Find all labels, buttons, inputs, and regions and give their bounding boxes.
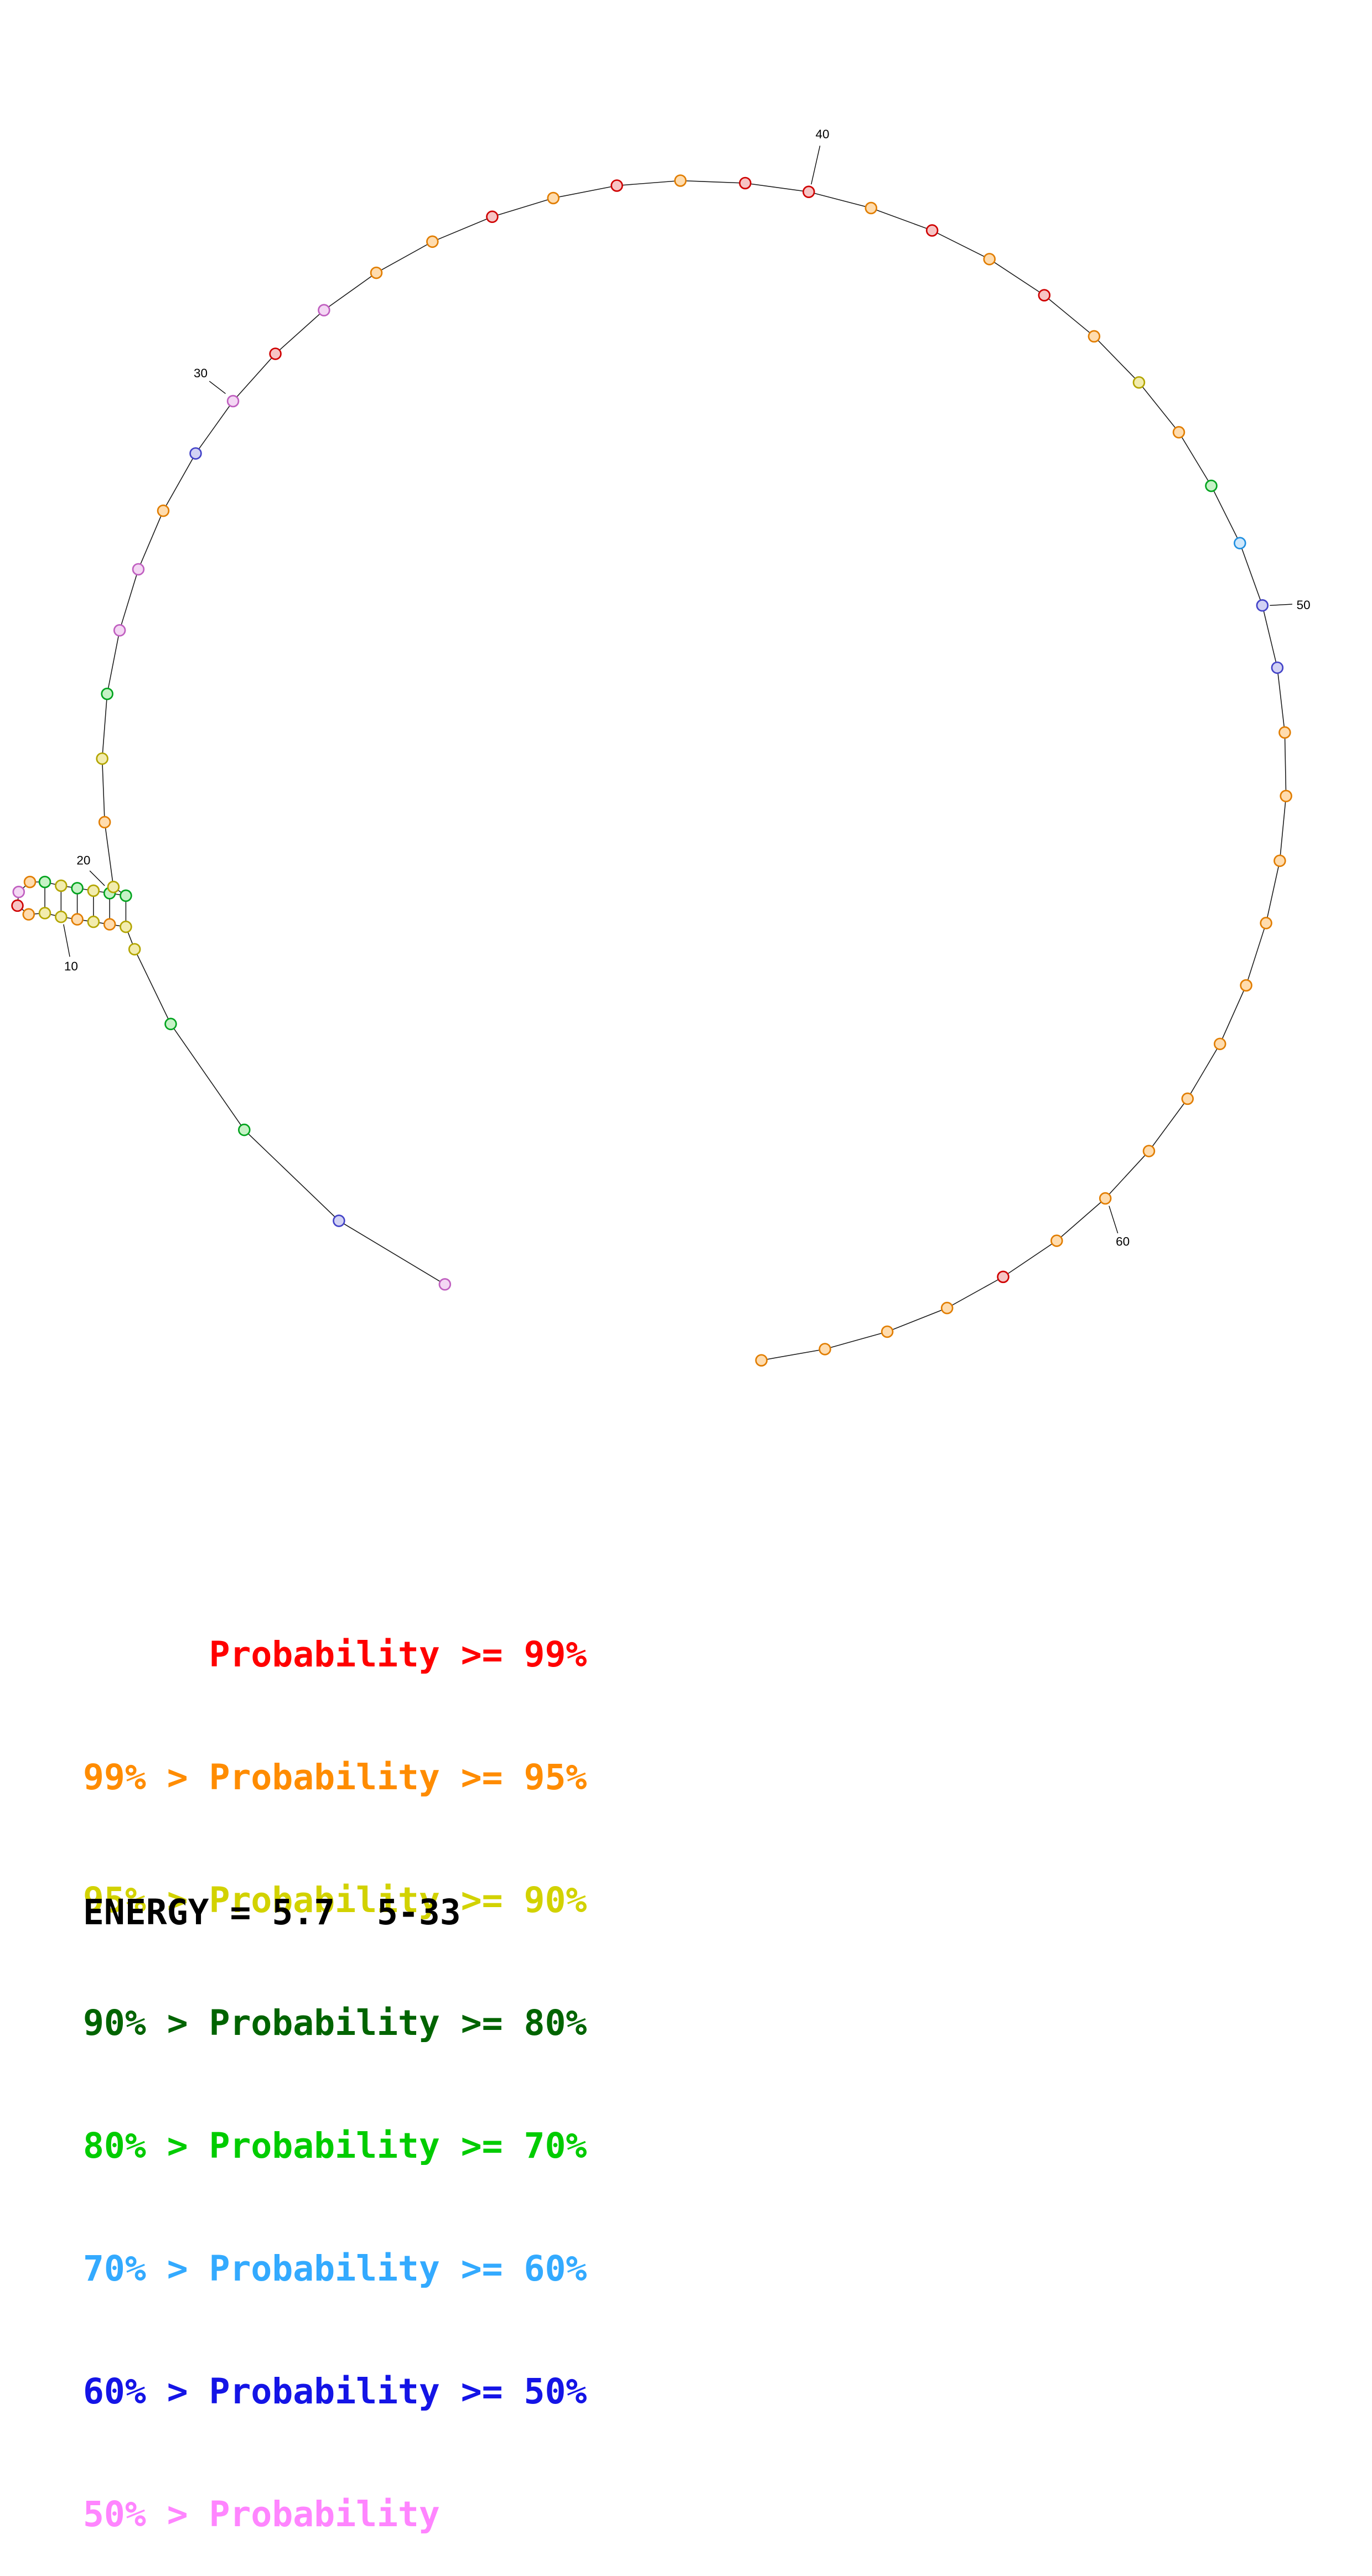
nucleotide-node-3 bbox=[238, 1123, 251, 1136]
nucleotide-node-50 bbox=[1256, 599, 1269, 612]
position-tick-60 bbox=[1109, 1206, 1119, 1234]
legend-line-50-60: 60% > Probability >= 50% bbox=[83, 2371, 587, 2412]
nucleotide-node-40 bbox=[803, 185, 815, 199]
nucleotide-node-33 bbox=[370, 266, 383, 279]
nucleotide-layer bbox=[11, 174, 1292, 1367]
nucleotide-node-35 bbox=[486, 210, 499, 224]
nucleotide-node-46 bbox=[1132, 376, 1146, 389]
legend-line-70-80: 80% > Probability >= 70% bbox=[83, 2126, 587, 2166]
rna-structure-plot: 10 20 30 40 50 60 bbox=[11, 127, 1311, 1367]
position-label-60: 60 bbox=[1116, 1235, 1130, 1249]
probability-legend: Probability >= 99% 99% > Probability >= … bbox=[83, 1552, 587, 2576]
nucleotide-node-27 bbox=[132, 563, 145, 576]
position-label-layer: 10 20 30 40 50 60 bbox=[63, 127, 1311, 1249]
nucleotide-node-7 bbox=[103, 918, 116, 931]
legend-line-95-99: 99% > Probability >= 95% bbox=[83, 1757, 587, 1798]
legend-line-80-90: 90% > Probability >= 80% bbox=[83, 2003, 587, 2043]
nucleotide-node-4 bbox=[164, 1017, 177, 1031]
nucleotide-node-19 bbox=[87, 884, 100, 897]
nucleotide-node-24 bbox=[96, 752, 108, 765]
nucleotide-node-38 bbox=[674, 174, 687, 187]
position-tick-50 bbox=[1270, 604, 1292, 606]
legend-line-ge99: Probability >= 99% bbox=[83, 1634, 587, 1675]
nucleotide-node-63 bbox=[940, 1301, 954, 1315]
position-tick-10 bbox=[63, 924, 70, 957]
nucleotide-node-23 bbox=[98, 816, 111, 829]
nucleotide-node-61 bbox=[1050, 1234, 1063, 1247]
nucleotide-node-51 bbox=[1271, 661, 1284, 674]
nucleotide-node-54 bbox=[1273, 854, 1286, 868]
nucleotide-node-49 bbox=[1234, 537, 1246, 549]
nucleotide-node-65 bbox=[819, 1343, 831, 1355]
nucleotide-node-62 bbox=[997, 1270, 1009, 1284]
position-tick-40 bbox=[811, 146, 821, 185]
nucleotide-node-25 bbox=[101, 687, 113, 700]
nucleotide-node-59 bbox=[1142, 1145, 1156, 1157]
nucleotide-node-66 bbox=[755, 1354, 768, 1367]
nucleotide-node-53 bbox=[1280, 790, 1292, 803]
energy-label: ENERGY = 5.7 5-33 bbox=[83, 1892, 461, 1933]
position-label-30: 30 bbox=[194, 366, 208, 380]
nucleotide-node-14 bbox=[12, 885, 25, 899]
nucleotide-node-2 bbox=[333, 1214, 345, 1227]
nucleotide-node-34 bbox=[426, 235, 439, 248]
nucleotide-node-26 bbox=[113, 624, 126, 637]
backbone-line bbox=[17, 180, 1287, 1361]
nucleotide-node-37 bbox=[610, 179, 623, 192]
nucleotide-node-60 bbox=[1099, 1192, 1112, 1205]
nucleotide-node-1 bbox=[438, 1278, 452, 1291]
nucleotide-node-5 bbox=[128, 943, 141, 955]
nucleotide-node-21 bbox=[120, 889, 132, 902]
position-label-50: 50 bbox=[1297, 598, 1311, 612]
nucleotide-node-28 bbox=[157, 504, 170, 517]
nucleotide-node-64 bbox=[881, 1325, 894, 1338]
nucleotide-node-43 bbox=[983, 253, 996, 266]
nucleotide-node-42 bbox=[925, 224, 939, 237]
legend-line-60-70: 70% > Probability >= 60% bbox=[83, 2248, 587, 2289]
nucleotide-node-32 bbox=[318, 304, 330, 316]
nucleotide-node-22 bbox=[107, 880, 120, 894]
nucleotide-node-55 bbox=[1260, 917, 1272, 929]
backbone-layer bbox=[17, 180, 1287, 1361]
nucleotide-node-18 bbox=[71, 882, 84, 895]
nucleotide-node-15 bbox=[23, 875, 37, 889]
nucleotide-node-58 bbox=[1181, 1092, 1194, 1105]
nucleotide-node-11 bbox=[38, 907, 51, 920]
nucleotide-node-6 bbox=[120, 920, 132, 933]
position-tick-30 bbox=[209, 381, 226, 394]
nucleotide-node-45 bbox=[1088, 330, 1101, 343]
nucleotide-node-30 bbox=[226, 394, 240, 408]
nucleotide-node-12 bbox=[22, 908, 35, 921]
nucleotide-node-47 bbox=[1172, 426, 1185, 439]
nucleotide-node-41 bbox=[864, 201, 878, 215]
legend-line-lt50: 50% > Probability bbox=[83, 2494, 440, 2535]
nucleotide-node-44 bbox=[1038, 289, 1051, 302]
nucleotide-node-57 bbox=[1214, 1037, 1226, 1051]
nucleotide-node-8 bbox=[87, 915, 100, 928]
position-label-20: 20 bbox=[76, 854, 90, 868]
nucleotide-node-39 bbox=[739, 176, 752, 190]
nucleotide-node-9 bbox=[71, 913, 84, 926]
nucleotide-node-36 bbox=[547, 191, 560, 205]
nucleotide-node-13 bbox=[11, 899, 24, 912]
nucleotide-node-48 bbox=[1205, 479, 1218, 492]
position-label-10: 10 bbox=[64, 959, 78, 973]
nucleotide-node-52 bbox=[1278, 726, 1291, 739]
nucleotide-node-10 bbox=[55, 910, 68, 923]
nucleotide-node-31 bbox=[269, 347, 282, 360]
nucleotide-node-56 bbox=[1240, 979, 1252, 992]
nucleotide-node-16 bbox=[38, 875, 51, 889]
position-label-40: 40 bbox=[816, 127, 830, 141]
nucleotide-node-17 bbox=[55, 879, 68, 892]
position-tick-20 bbox=[89, 870, 105, 886]
legend-line-90-95: 95% > Probability >= 90% bbox=[83, 1880, 587, 1920]
nucleotide-node-29 bbox=[189, 447, 202, 460]
